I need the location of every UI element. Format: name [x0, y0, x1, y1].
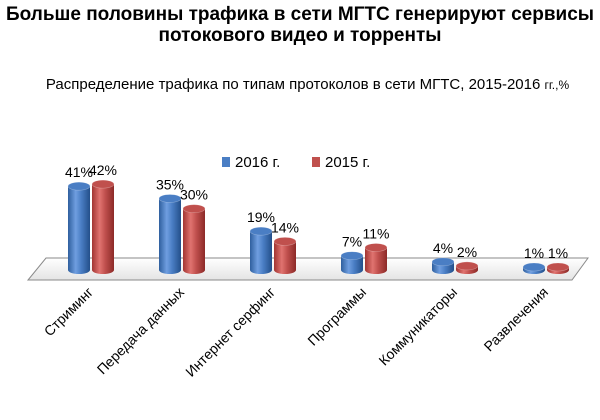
category-label-4: Коммуникаторы: [375, 284, 460, 369]
bar-2015-г.-3: [365, 247, 387, 274]
value-label-2015-г.-2: 14%: [271, 219, 299, 235]
value-label-2015-г.-4: 2%: [457, 244, 477, 260]
value-label-2016-г.-4: 4%: [433, 240, 453, 256]
subtitle-unit: гг.,%: [544, 78, 570, 92]
bars-group: [67, 179, 570, 274]
chart-subtitle: Распределение трафика по типам протоколо…: [30, 76, 585, 94]
value-label-2016-г.-3: 7%: [342, 234, 362, 250]
bar-top-2016-г.-4: [431, 257, 455, 267]
bar-top-2016-г.-0: [67, 181, 91, 191]
bar-top-2016-г.-2: [249, 226, 273, 236]
value-label-2015-г.-0: 42%: [89, 162, 117, 178]
chart-title: Больше половины трафика в сети МГТС гене…: [5, 4, 594, 46]
category-label-3: Программы: [304, 284, 369, 349]
bar-top-2016-г.-1: [158, 194, 182, 203]
subtitle-text: Распределение трафика по типам протоколо…: [45, 76, 541, 93]
legend-swatch-2016-г.: [222, 157, 230, 167]
bar-2016-г.-3: [341, 255, 363, 274]
value-labels-group: 41%42% 35%30% 19%14% 7%11% 4% 2% 1% 1%: [65, 162, 568, 261]
bar-2016-г.-2: [250, 231, 272, 274]
category-label-2: Интернет серфинг: [182, 284, 278, 380]
bar-top-2015-г.-4: [455, 261, 479, 271]
bar-top-2015-г.-1: [182, 204, 206, 213]
category-label-5: Развлечения: [481, 284, 552, 355]
value-label-2015-г.-3: 11%: [363, 226, 390, 242]
value-label-2016-г.-2: 19%: [247, 209, 275, 225]
value-label-2015-г.-5: 1%: [548, 245, 568, 261]
bar-2016-г.-1: [159, 198, 181, 274]
legend-swatch-2015-г.: [312, 157, 320, 167]
value-label-2016-г.-1: 35%: [156, 176, 184, 192]
bar-top-2016-г.-5: [522, 262, 546, 272]
bar-2015-г.-1: [183, 208, 205, 274]
value-label-2016-г.-5: 1%: [524, 245, 544, 261]
bar-2015-г.-2: [274, 241, 296, 274]
value-label-2016-г.-0: 41%: [65, 164, 93, 180]
legend-label-2016-г.: 2016 г.: [235, 154, 280, 171]
bar-top-2015-г.-5: [546, 262, 570, 272]
legend-label-2015-г.: 2015 г.: [325, 154, 370, 171]
category-label-0: Стриминг: [41, 284, 96, 339]
bar-top-2015-г.-0: [91, 179, 115, 189]
category-label-1: Передача данных: [94, 284, 187, 377]
value-label-2015-г.-1: 30%: [180, 187, 208, 203]
bar-top-2015-г.-3: [364, 243, 388, 252]
legend: 2016 г. 2015 г.: [222, 154, 370, 171]
bar-2015-г.-0: [92, 184, 114, 274]
bar-2016-г.-0: [68, 186, 90, 274]
bar-top-2015-г.-2: [273, 237, 297, 246]
bar-top-2016-г.-3: [340, 251, 364, 260]
